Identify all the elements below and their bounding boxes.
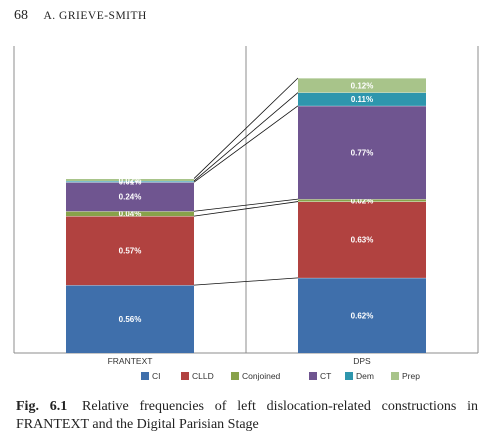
connector-line-ci (193, 277, 299, 286)
legend-swatch-prep (391, 372, 399, 380)
bar-segment-conjoined-dps (298, 199, 426, 202)
data-label-clld-frantext: 0.57% (119, 247, 142, 256)
legend-swatch-dem (345, 372, 353, 380)
connector-lines (193, 77, 299, 286)
legend-label-clld: CLLD (192, 371, 214, 381)
running-head-author: A. GRIEVE-SMITH (43, 10, 147, 22)
figure-label: Fig. 6.1 (16, 399, 68, 414)
page-header: 68 A. GRIEVE-SMITH (14, 8, 147, 24)
category-labels: FRANTEXT DPS (108, 356, 372, 366)
data-label-ci-dps: 0.62% (351, 311, 374, 320)
legend-swatch-clld (181, 372, 189, 380)
bar-segment-clld-dps (298, 201, 426, 278)
legend-swatch-conjoined (231, 372, 239, 380)
bar-segment-ct-dps (298, 105, 426, 200)
legend-label-ct: CT (320, 371, 331, 381)
bar-segment-ct-frantext (66, 182, 194, 212)
connector-line-ct (193, 105, 299, 183)
data-label-ct-frantext: 0.24% (119, 193, 142, 202)
data-label-conjoined-dps: 0.02% (351, 196, 374, 205)
legend-label-ci: CI (152, 371, 161, 381)
bar-segment-ci-dps (298, 277, 426, 353)
legend-label-dem: Dem (356, 371, 374, 381)
legend: CI CLLD Conjoined CT Dem Prep (141, 371, 420, 381)
bar-segment-prep-dps (298, 78, 426, 93)
bar-segment-prep-frantext (66, 178, 194, 181)
stacked-bar-chart: 0.56%0.57%0.04%0.24%0.01%0.02%0.62%0.63%… (13, 46, 479, 381)
data-label-prep-frantext: 0.02% (119, 176, 142, 185)
data-label-ci-frantext: 0.56% (119, 315, 142, 324)
bars: 0.56%0.57%0.04%0.24%0.01%0.02%0.62%0.63%… (66, 77, 426, 353)
data-label-dem-frantext: 0.01% (119, 178, 142, 187)
data-label-ct-dps: 0.77% (351, 149, 374, 158)
data-label-clld-dps: 0.63% (351, 236, 374, 245)
legend-label-conjoined: Conjoined (242, 371, 281, 381)
bar-segment-conjoined-frantext (66, 211, 194, 217)
bar-segment-ci-frantext (66, 285, 194, 353)
connector-line-clld (193, 201, 299, 217)
category-label-dps: DPS (353, 356, 371, 366)
page-number: 68 (14, 8, 28, 23)
figure-caption-text: Relative frequencies of left dislocation… (16, 399, 478, 432)
bar-segment-dem-frantext (66, 180, 194, 183)
category-label-frantext: FRANTEXT (108, 356, 153, 366)
legend-label-prep: Prep (402, 371, 420, 381)
data-label-prep-dps: 0.12% (351, 81, 374, 90)
bar-segment-clld-frantext (66, 216, 194, 286)
data-label-dem-dps: 0.11% (351, 95, 373, 104)
figure-caption: Fig. 6.1 Relative frequencies of left di… (16, 398, 478, 434)
legend-swatch-ct (309, 372, 317, 380)
bar-segment-dem-dps (298, 92, 426, 106)
connector-line-dem (193, 92, 299, 182)
legend-swatch-ci (141, 372, 149, 380)
connector-line-conjoined (193, 198, 299, 212)
data-label-conjoined-frantext: 0.04% (119, 210, 142, 219)
connector-line-prep (193, 77, 299, 179)
